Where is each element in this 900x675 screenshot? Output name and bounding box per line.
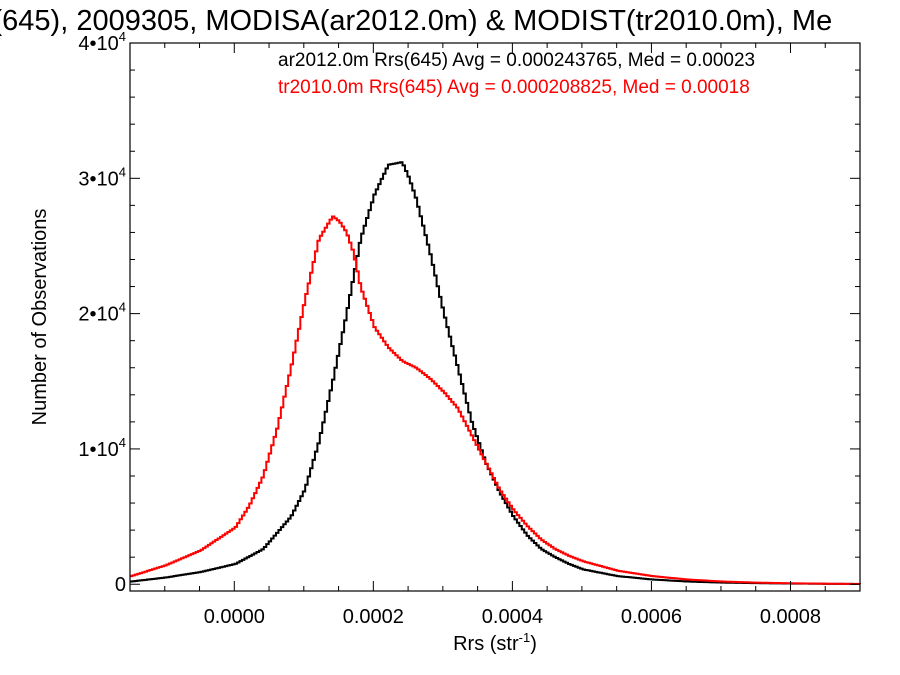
x-tick-label: 0.0008	[760, 606, 821, 628]
series-line-tr2010	[130, 215, 861, 585]
y-tick-label: 0	[115, 574, 126, 596]
x-tick-label: 0.0006	[621, 606, 682, 628]
plot-frame	[129, 42, 861, 592]
legend-entry-tr2010: tr2010.0m Rrs(645) Avg = 0.000208825, Me…	[278, 77, 750, 98]
y-tick-label: 2•104	[78, 300, 126, 326]
x-tick-label: 0.0000	[204, 606, 265, 628]
y-axis: 0 1•104 2•104 3•104 4•104	[78, 29, 860, 596]
chart-title: s(645), 2009305, MODISA(ar2012.0m) & MOD…	[0, 5, 832, 37]
y-axis-label: Number of Observations	[29, 209, 51, 426]
plot-series-group	[130, 161, 861, 585]
x-tick-label: 0.0002	[343, 606, 404, 628]
x-tick-label: 0.0004	[482, 606, 543, 628]
legend-entry-ar2012: ar2012.0m Rrs(645) Avg = 0.000243765, Me…	[278, 50, 755, 71]
y-tick-label: 1•104	[78, 435, 126, 461]
y-tick-label: 3•104	[78, 164, 126, 190]
x-axis: 0.0000 0.0002 0.0004 0.0006 0.0008	[164, 43, 861, 628]
y-tick-label: 4•104	[78, 29, 126, 55]
x-axis-label: Rrs (str-1)	[453, 630, 537, 655]
